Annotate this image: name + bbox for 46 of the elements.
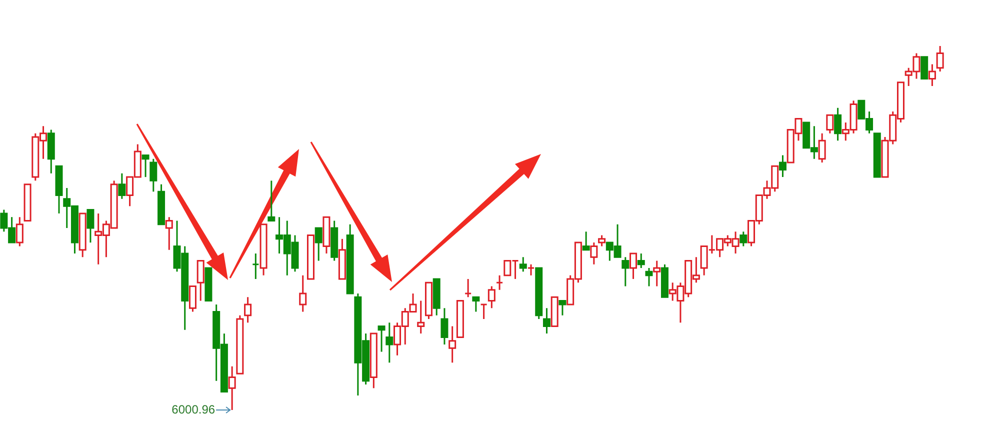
candlestick (346, 224, 354, 294)
candlestick (936, 45, 944, 72)
candlestick (630, 252, 638, 280)
candlestick (622, 256, 630, 287)
candlestick (55, 165, 63, 214)
candlestick (582, 230, 590, 251)
candlestick (496, 274, 504, 291)
candlestick (370, 332, 378, 389)
candlestick (818, 132, 826, 164)
candlestick (778, 154, 786, 178)
candlestick (464, 278, 472, 298)
candlestick (653, 260, 661, 287)
candlestick (142, 154, 150, 178)
candlestick (268, 180, 276, 222)
candlestick (118, 172, 126, 200)
candlestick (527, 264, 535, 276)
candlestick (86, 209, 94, 244)
candlestick (590, 242, 598, 266)
candlestick (252, 252, 260, 280)
candlestick (488, 285, 496, 309)
candlestick (150, 158, 158, 192)
candlestick (519, 256, 527, 272)
candlestick (330, 220, 338, 262)
annotation: 6000.96 (172, 402, 216, 416)
candlestick (440, 307, 448, 346)
candlestick (196, 260, 204, 302)
candlestick (480, 304, 488, 320)
candlestick (165, 216, 173, 251)
candlestick (338, 238, 346, 280)
candlestick (47, 128, 55, 174)
candlestick (928, 63, 936, 87)
candlestick (16, 216, 24, 247)
candlestick (448, 326, 456, 364)
candlestick (386, 322, 394, 364)
candlestick (834, 107, 842, 142)
candlestick (314, 227, 322, 262)
candlestick (378, 326, 386, 353)
candlestick (299, 274, 307, 312)
candlestick (637, 252, 645, 269)
candlestick (228, 366, 236, 411)
candlestick (472, 296, 480, 312)
candlestick (542, 307, 550, 334)
candlestick (244, 296, 252, 324)
candlestick (417, 300, 425, 334)
candlestick (558, 300, 566, 316)
candlestick (645, 267, 653, 287)
